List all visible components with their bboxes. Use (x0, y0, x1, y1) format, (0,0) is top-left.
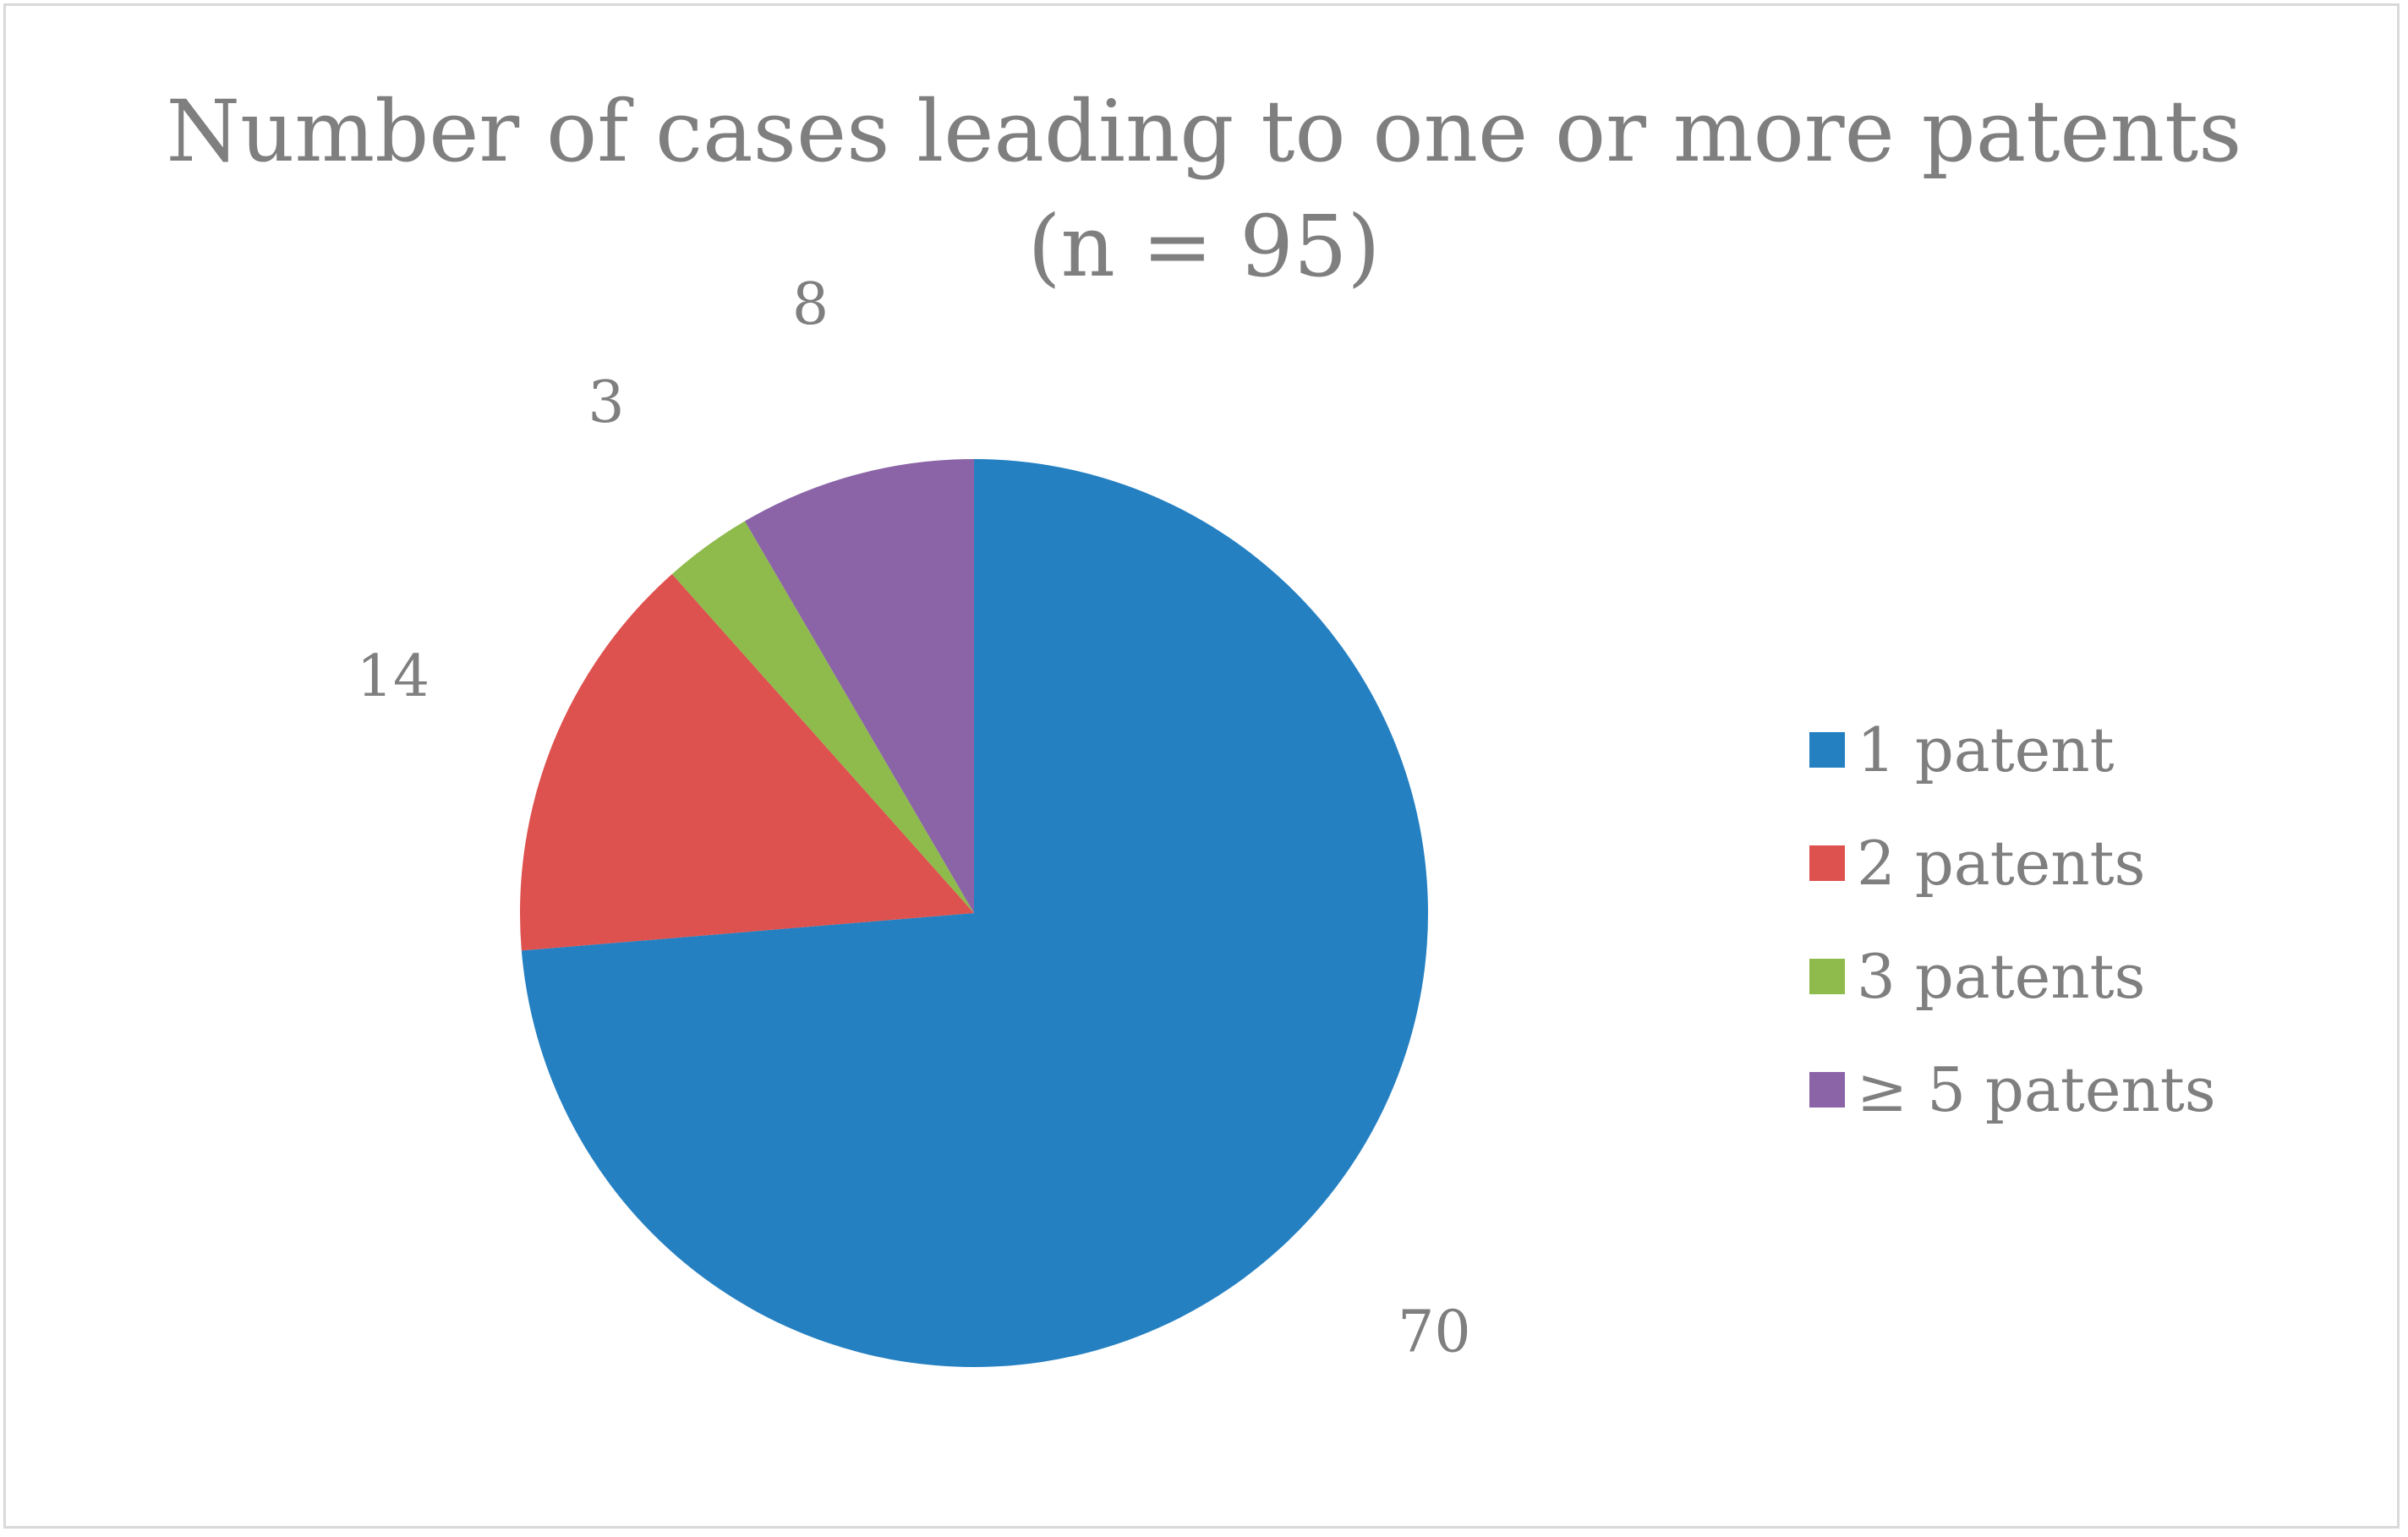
pie-slice (519, 573, 974, 951)
chart-subtitle: (n = 95) (1027, 197, 1381, 296)
legend-swatch (1809, 1072, 1845, 1108)
pie-data-label: 3 (588, 369, 624, 436)
pie-slice (521, 459, 1428, 1367)
pie-data-label: 70 (1398, 1299, 1471, 1366)
legend-swatch (1809, 959, 1845, 994)
legend-label: 1 patent (1857, 714, 2115, 785)
pie-data-label: 8 (792, 271, 829, 338)
legend-swatch (1809, 732, 1845, 768)
legend-item: 1 patent (1809, 693, 2216, 807)
legend-item: 2 patents (1809, 807, 2216, 920)
legend-item: 3 patents (1809, 920, 2216, 1033)
pie-data-labels: 70 14 3 8 (357, 271, 1471, 1365)
legend-item: ≥ 5 patents (1809, 1033, 2216, 1146)
pie-slice (671, 521, 974, 913)
legend-swatch (1809, 845, 1845, 881)
chart-title: Number of cases leading to one or more p… (166, 82, 2242, 181)
pie-data-label: 14 (357, 643, 430, 710)
pie-slices (519, 459, 1428, 1367)
legend-label: ≥ 5 patents (1857, 1054, 2216, 1125)
pie-slice (744, 459, 974, 913)
legend-label: 2 patents (1857, 828, 2146, 899)
chart-legend: 1 patent 2 patents 3 patents ≥ 5 patents (1809, 693, 2216, 1146)
legend-label: 3 patents (1857, 941, 2146, 1012)
